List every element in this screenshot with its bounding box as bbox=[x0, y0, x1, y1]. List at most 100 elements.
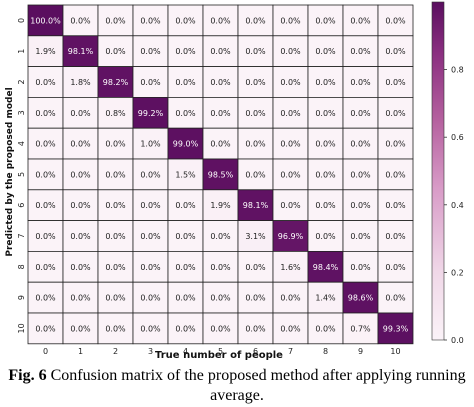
colorbar-tick-label: 0.2 bbox=[451, 268, 464, 277]
heatmap-cell bbox=[272, 312, 309, 345]
heatmap-cell bbox=[202, 66, 239, 98]
heatmap-cell bbox=[307, 66, 344, 98]
cell-value-label: 0.0% bbox=[35, 263, 56, 272]
cell-value-label: 98.5% bbox=[208, 170, 234, 179]
cell-value-label: 0.0% bbox=[210, 109, 231, 118]
cell-value-label: 100.0% bbox=[30, 16, 61, 25]
colorbar-tick-label: 0.6 bbox=[451, 133, 464, 142]
heatmap-cell bbox=[307, 250, 344, 283]
heatmap-cell bbox=[27, 66, 64, 98]
cell-value-label: 0.0% bbox=[210, 140, 231, 149]
heatmap-cell bbox=[132, 158, 169, 191]
heatmap-cells: 100.0% 0.0% 0.0% 0.0% 0.0% 0.0% 0.0% 0.0% 0.0% 0.… bbox=[27, 4, 414, 345]
x-tick-label: 6 bbox=[253, 347, 258, 356]
heatmap-cell bbox=[167, 281, 204, 314]
cell-value-label: 0.0% bbox=[175, 109, 196, 118]
heatmap-cell bbox=[272, 220, 309, 252]
heatmap-cell bbox=[27, 189, 64, 222]
cell-value-label: 0.0% bbox=[175, 232, 196, 241]
heatmap-cell bbox=[202, 312, 239, 345]
cell-value-label: 0.0% bbox=[70, 16, 91, 25]
x-tick-label: 8 bbox=[323, 347, 328, 356]
heatmap-cell bbox=[272, 4, 309, 37]
cell-value-label: 0.0% bbox=[280, 170, 301, 179]
cell-value-label: 0.0% bbox=[210, 16, 231, 25]
heatmap-cell bbox=[62, 127, 99, 160]
cell-value-label: 98.4% bbox=[313, 263, 339, 272]
y-tick-label: 10 bbox=[17, 323, 26, 333]
cell-value-label: 0.0% bbox=[140, 170, 161, 179]
cell-value-label: 0.0% bbox=[385, 140, 406, 149]
heatmap-cell bbox=[202, 35, 239, 67]
colorbar-tick-label: 0.4 bbox=[451, 201, 464, 210]
cell-value-label: 98.1% bbox=[68, 47, 94, 56]
cell-value-label: 0.0% bbox=[385, 47, 406, 56]
cell-value-label: 0.0% bbox=[315, 170, 336, 179]
heatmap-cell bbox=[27, 158, 64, 191]
cell-value-label: 0.0% bbox=[280, 78, 301, 87]
cell-value-label: 0.0% bbox=[210, 294, 231, 303]
cell-value-label: 0.0% bbox=[70, 294, 91, 303]
heatmap-cell bbox=[307, 97, 344, 129]
cell-value-label: 0.0% bbox=[350, 47, 371, 56]
confusion-matrix-chart: 100.0% 0.0% 0.0% 0.0% 0.0% 0.0% 0.0% 0.0% 0.0% 0.… bbox=[5, 1, 464, 361]
cell-value-label: 0.0% bbox=[350, 78, 371, 87]
heatmap-cell bbox=[202, 220, 239, 252]
heatmap-cell bbox=[132, 189, 169, 222]
heatmap-cell bbox=[167, 66, 204, 98]
heatmap-cell bbox=[202, 127, 239, 160]
cell-value-label: 0.0% bbox=[350, 232, 371, 241]
cell-value-label: 0.0% bbox=[245, 294, 266, 303]
cell-value-label: 0.0% bbox=[35, 78, 56, 87]
cell-value-label: 0.0% bbox=[245, 324, 266, 333]
cell-value-label: 0.0% bbox=[140, 263, 161, 272]
cell-value-label: 0.0% bbox=[140, 47, 161, 56]
cell-value-label: 0.0% bbox=[315, 16, 336, 25]
heatmap-cell bbox=[272, 189, 309, 222]
x-tick-label: 7 bbox=[288, 347, 293, 356]
heatmap-cell bbox=[237, 66, 274, 98]
cell-value-label: 0.0% bbox=[385, 263, 406, 272]
cell-value-label: 0.0% bbox=[35, 232, 56, 241]
heatmap-cell bbox=[342, 220, 379, 252]
heatmap-cell bbox=[272, 281, 309, 314]
cell-value-label: 0.0% bbox=[140, 232, 161, 241]
cell-value-label: 0.0% bbox=[315, 324, 336, 333]
cell-value-label: 0.0% bbox=[105, 16, 126, 25]
cell-value-label: 1.9% bbox=[35, 47, 56, 56]
cell-value-label: 1.8% bbox=[70, 78, 91, 87]
heatmap-cell bbox=[307, 281, 344, 314]
cell-value-label: 0.0% bbox=[140, 78, 161, 87]
heatmap-cell bbox=[27, 127, 64, 160]
cell-value-label: 0.0% bbox=[350, 170, 371, 179]
x-tick-label: 1 bbox=[78, 347, 83, 356]
cell-value-label: 0.0% bbox=[385, 170, 406, 179]
cell-value-label: 0.0% bbox=[350, 263, 371, 272]
cell-value-label: 0.0% bbox=[315, 109, 336, 118]
cell-value-label: 0.0% bbox=[35, 109, 56, 118]
cell-value-label: 0.0% bbox=[280, 140, 301, 149]
cell-value-label: 0.0% bbox=[385, 294, 406, 303]
cell-value-label: 0.0% bbox=[140, 324, 161, 333]
cell-value-label: 96.9% bbox=[278, 232, 304, 241]
heatmap-cell bbox=[237, 127, 274, 160]
y-axis-label: Predicted by the proposed model bbox=[5, 87, 15, 256]
y-tick-label: 1 bbox=[17, 49, 26, 54]
cell-value-label: 3.1% bbox=[245, 232, 266, 241]
cell-value-label: 0.0% bbox=[210, 324, 231, 333]
cell-value-label: 0.0% bbox=[105, 47, 126, 56]
heatmap-cell bbox=[167, 312, 204, 345]
cell-value-label: 0.0% bbox=[315, 78, 336, 87]
cell-value-label: 99.0% bbox=[173, 140, 199, 149]
colorbar-tick-label: 0.0 bbox=[451, 336, 464, 345]
heatmap-cell bbox=[342, 189, 379, 222]
cell-value-label: 1.4% bbox=[315, 294, 336, 303]
cell-value-label: 0.0% bbox=[315, 47, 336, 56]
heatmap-cell bbox=[237, 35, 274, 67]
cell-value-label: 0.0% bbox=[280, 294, 301, 303]
heatmap-cell bbox=[272, 250, 309, 283]
heatmap-cell bbox=[97, 97, 134, 129]
cell-value-label: 0.0% bbox=[280, 109, 301, 118]
heatmap-cell bbox=[377, 97, 414, 129]
heatmap-cell bbox=[167, 127, 204, 160]
